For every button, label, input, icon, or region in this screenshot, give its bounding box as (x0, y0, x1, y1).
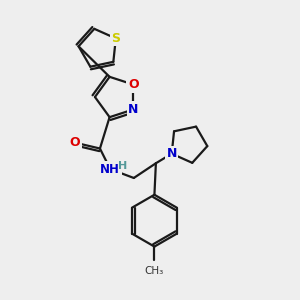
Text: S: S (111, 32, 120, 45)
Text: O: O (70, 136, 80, 149)
Text: O: O (128, 78, 139, 91)
Text: CH₃: CH₃ (145, 266, 164, 276)
Text: N: N (167, 147, 177, 160)
Text: N: N (128, 103, 139, 116)
Text: NH: NH (100, 163, 120, 176)
Text: H: H (118, 160, 127, 171)
